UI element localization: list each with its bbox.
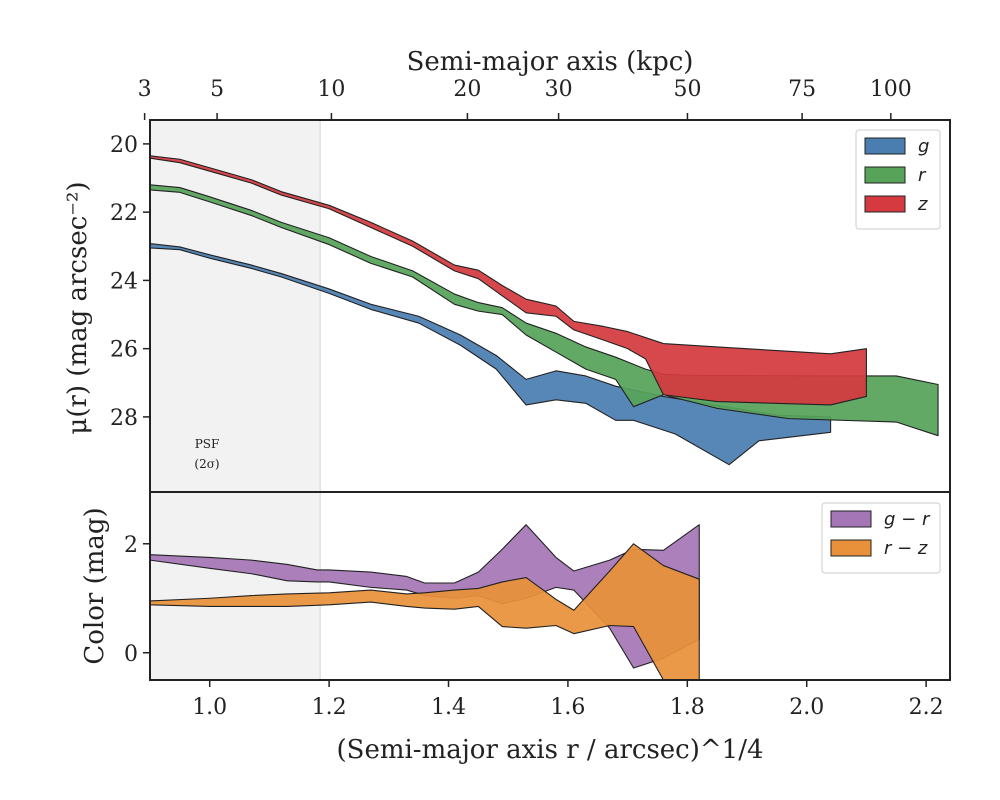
legend-label-top: z — [917, 194, 928, 215]
psf-region-bottom — [150, 492, 321, 680]
kpc-tick-label: 100 — [870, 77, 912, 102]
kpc-tick-label: 75 — [788, 77, 816, 102]
top-ylabel: μ(r) (mag arcsec⁻²) — [63, 181, 93, 434]
band-r-z-color — [150, 543, 700, 680]
legend-label-bottom: g − r — [884, 509, 931, 530]
kpc-tick-label: 30 — [545, 77, 573, 102]
xtick-label: 1.0 — [192, 695, 227, 720]
bottom-ytick-label: 0 — [124, 642, 138, 667]
legend-swatch-bottom — [830, 539, 872, 557]
top-ytick-label: 24 — [110, 269, 138, 294]
xtick-label: 1.2 — [312, 695, 347, 720]
top-ytick-label: 20 — [110, 133, 138, 158]
legend-swatch-top — [864, 137, 906, 155]
psf-label: PSF — [195, 437, 220, 451]
bottom-panel-frame — [149, 491, 951, 681]
xtick-label: 1.4 — [431, 695, 466, 720]
top-ytick-label: 26 — [110, 338, 138, 363]
xtick-label: 2.0 — [789, 695, 824, 720]
bottom-ylabel: Color (mag) — [80, 507, 110, 664]
kpc-tick-label: 10 — [317, 77, 345, 102]
kpc-tick-label: 20 — [453, 77, 481, 102]
legend-label-bottom: r − z — [884, 538, 928, 559]
bottom-xlabel: (Semi-major axis r / arcsec)^1/4 — [336, 735, 763, 765]
kpc-axis-title: Semi-major axis (kpc) — [407, 47, 694, 77]
legend-swatch-top — [864, 166, 906, 184]
legend-label-top: g — [918, 136, 929, 157]
psf-region-top — [150, 120, 321, 492]
xtick-label: 1.6 — [550, 695, 585, 720]
top-ytick-label: 28 — [110, 406, 138, 431]
band-g — [150, 242, 832, 466]
xtick-label: 1.8 — [670, 695, 705, 720]
legend-swatch-top — [864, 195, 906, 213]
xtick-label: 2.2 — [909, 695, 944, 720]
band-r — [150, 184, 939, 437]
psf-label-sigma: (2σ) — [194, 457, 219, 471]
kpc-tick-label: 50 — [673, 77, 701, 102]
band-z — [150, 155, 867, 406]
bottom-ytick-label: 2 — [124, 533, 138, 558]
legend-swatch-bottom — [830, 510, 872, 528]
top-ytick-label: 22 — [110, 201, 138, 226]
legend-label-top: r — [918, 165, 927, 186]
kpc-tick-label: 3 — [138, 77, 152, 102]
kpc-tick-label: 5 — [210, 77, 224, 102]
